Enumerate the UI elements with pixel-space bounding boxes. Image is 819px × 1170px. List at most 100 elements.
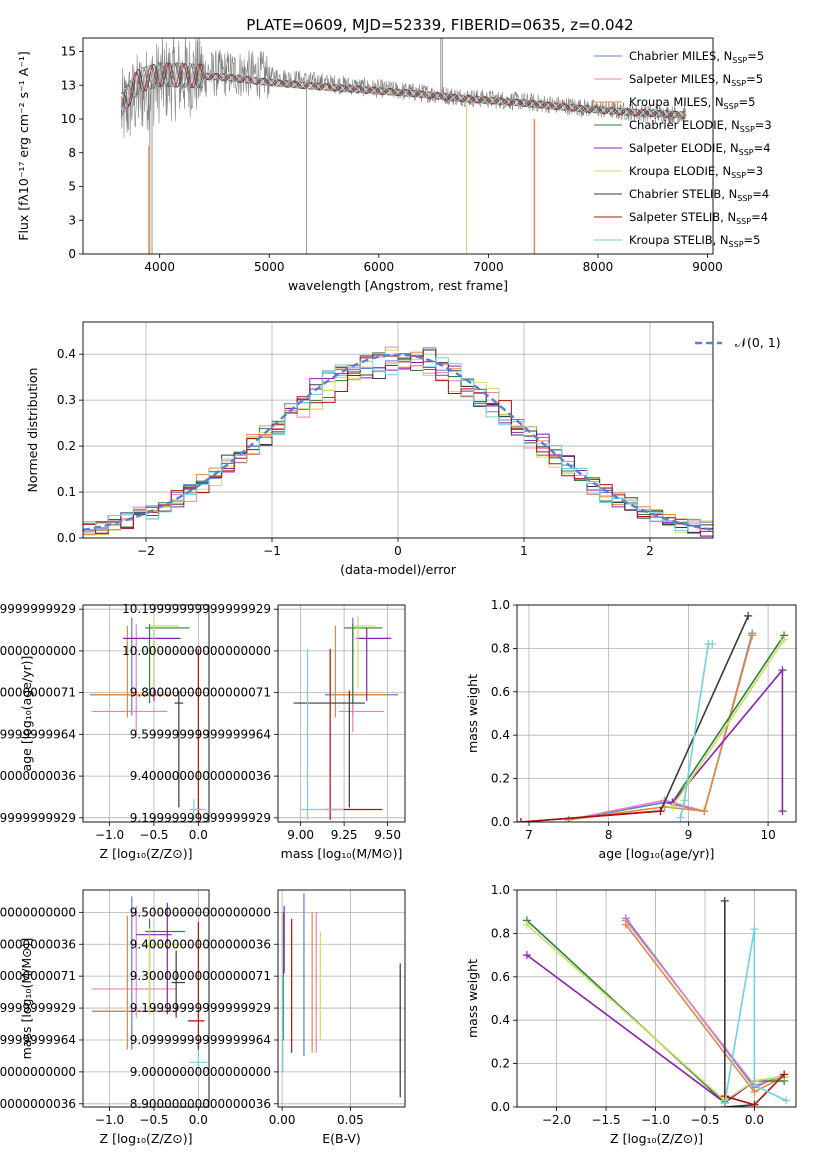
y-tick-label: 0.6 — [491, 685, 510, 699]
legend-sub: SSP — [731, 79, 746, 88]
legend-label-2: Kroupa MILES, NSSP=5 — [629, 95, 755, 111]
y-tick-label: 0.6 — [491, 970, 510, 984]
x-tick-label: 0.0 — [745, 1113, 764, 1127]
x-axis-label: Z [log₁₀(Z/Z⊙)] — [100, 1131, 193, 1146]
y-tick-label: 3 — [68, 213, 76, 227]
y-tick-label: 0.0 — [57, 531, 76, 545]
y-tick-label: 0.8 — [491, 926, 510, 940]
y-tick-label: 15 — [61, 45, 76, 59]
x-tick-label: 0.0 — [189, 828, 208, 842]
y-tick-label: 9.30000000000000071 — [0, 969, 76, 983]
weight-line-0 — [568, 632, 753, 821]
x-tick-label: −0.5 — [139, 1113, 168, 1127]
x-tick-label: −2 — [137, 544, 155, 558]
y-tick-label: 0.0 — [491, 1100, 510, 1114]
y-tick-label: 0.4 — [491, 728, 510, 742]
weight-marker — [676, 813, 685, 822]
legend-gauss-label: 𝒩(0, 1) — [735, 335, 781, 350]
legend-sub: SSP — [731, 171, 746, 180]
x-axis-label: age [log₁₀(age/yr)] — [599, 846, 715, 861]
y-tick-label: 0.1 — [57, 485, 76, 499]
weight-marker — [708, 640, 717, 649]
legend-count: =4 — [754, 141, 771, 155]
y-tick-label: 8 — [68, 146, 76, 160]
y-tick-label: 10 — [61, 112, 76, 126]
legend-label-5: Kroupa ELODIE, NSSP=3 — [629, 164, 763, 180]
x-tick-label: 5000 — [254, 260, 285, 274]
weight-marker — [522, 951, 531, 960]
y-tick-label: 0.8 — [491, 641, 510, 655]
x-tick-label: −0.5 — [139, 828, 168, 842]
y-tick-label: 1.0 — [491, 883, 510, 897]
weight-line-5 — [671, 639, 785, 808]
x-tick-label: 0.05 — [337, 1113, 364, 1127]
weight-marker — [750, 1100, 759, 1107]
frame-residuals — [82, 321, 714, 539]
plot-area-mass-vs-Z — [91, 896, 208, 1069]
weight-marker — [680, 796, 689, 805]
figure-title: PLATE=0609, MJD=52339, FIBERID=0635, z=0… — [246, 16, 633, 34]
plot-area-weight-vs-age — [517, 611, 789, 822]
weight-marker — [720, 896, 729, 905]
x-tick-label: 7000 — [473, 260, 504, 274]
x-tick-label: 0 — [394, 544, 402, 558]
y-tick-label: 10.19999999999999929 — [122, 602, 271, 616]
x-axis-label: Z [log₁₀(Z/Z⊙)] — [610, 1131, 703, 1146]
y-axis-label: mass [log₁₀(M/M⊙)] — [19, 938, 34, 1060]
legend-sub: SSP — [739, 148, 754, 157]
y-axis-label: Flux [fλ10⁻¹⁷ erg cm⁻² s⁻¹ A⁻¹] — [16, 51, 31, 240]
x-tick-label: 10 — [760, 828, 775, 842]
weight-marker — [656, 807, 665, 816]
weight-line-8 — [724, 928, 787, 1103]
y-tick-label: 9.09999999999999964 — [130, 1033, 271, 1047]
weight-marker — [744, 611, 753, 620]
weight-line-6 — [723, 900, 755, 1107]
observed-spectrum-line — [121, 38, 686, 138]
legend-label-1: Salpeter MILES, NSSP=5 — [629, 72, 763, 88]
x-tick-label: −1 — [263, 544, 281, 558]
y-tick-label: 0 — [68, 247, 76, 261]
y-tick-label: 9.30000000000000071 — [130, 969, 271, 983]
y-tick-label: 9.19999999999999929 — [130, 811, 271, 825]
y-tick-label: 10.00000000000000000 — [0, 644, 76, 658]
y-tick-label: 9.40000000000000036 — [130, 769, 271, 783]
plot-area-weight-vs-Z — [522, 896, 791, 1107]
weight-marker — [700, 807, 709, 816]
legend-count: =5 — [739, 95, 756, 109]
y-tick-label: 0.2 — [491, 772, 510, 786]
x-tick-label: 9 — [685, 828, 693, 842]
panel-weight-vs-age: 7 8 9 10 0.0 0.2 0.4 0.6 0.8 1.0 age [log₁₀(age/yr… — [465, 598, 797, 861]
frame-age-vs-Z — [82, 604, 210, 823]
y-axis-label: Normed distribution — [25, 368, 40, 493]
y-tick-label: 13 — [61, 78, 76, 92]
x-tick-label: 4000 — [144, 260, 175, 274]
x-axis-label: E(B-V) — [322, 1131, 361, 1146]
legend-label-4: Salpeter ELODIE, NSSP=4 — [629, 141, 771, 157]
legend-label-8: Kroupa STELIB, NSSP=5 — [629, 233, 760, 249]
plot-area-spectrum — [120, 38, 686, 254]
legend-label-7: Salpeter STELIB, NSSP=4 — [629, 210, 768, 226]
x-tick-label: −2.0 — [542, 1113, 571, 1127]
legend-sub: SSP — [732, 56, 747, 65]
weight-marker — [780, 635, 789, 644]
x-tick-label: 2 — [646, 544, 654, 558]
y-tick-label: 10.00000000000000000 — [122, 644, 271, 658]
y-tick-label: 0.2 — [491, 1057, 510, 1071]
y-tick-label: 9.80000000000000071 — [0, 686, 76, 700]
y-tick-label: 9.50000000000000000 — [0, 905, 76, 919]
legend-count: =3 — [755, 118, 772, 132]
x-tick-label: −1.0 — [95, 1113, 124, 1127]
panel-mass-vs-EBV: 0.00 0.05 8.90000000000000036 9.00000000000… — [130, 889, 406, 1146]
x-tick-label: −1.5 — [591, 1113, 620, 1127]
frame-weight-vs-age — [516, 604, 797, 823]
panel-residuals: −2 −1 0 1 2 0.0 0.1 0.2 0.3 0.4 (data-model)/error… — [25, 321, 781, 577]
x-tick-label: 8000 — [583, 260, 614, 274]
y-tick-label: 9.00000000000000000 — [130, 1065, 271, 1079]
y-tick-label: 0.3 — [57, 393, 76, 407]
x-tick-label: 9.00 — [287, 828, 314, 842]
legend-count: =4 — [751, 210, 768, 224]
y-tick-label: 9.40000000000000036 — [0, 769, 76, 783]
weight-line-4 — [671, 667, 784, 812]
y-tick-label: 9.00000000000000000 — [0, 1065, 76, 1079]
y-tick-label: 0.2 — [57, 439, 76, 453]
